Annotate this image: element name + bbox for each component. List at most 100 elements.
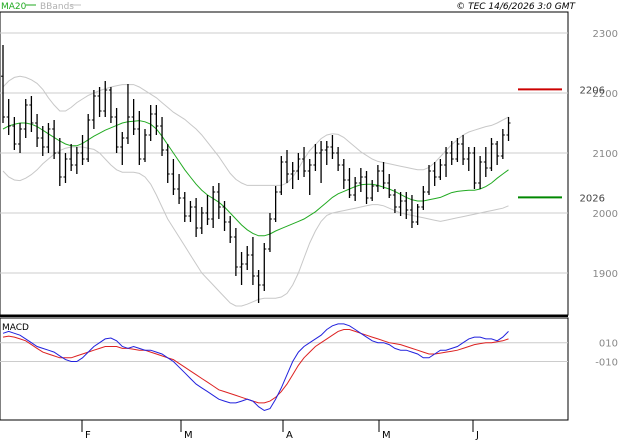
ohlc-bar	[250, 237, 255, 285]
ohlc-bar	[233, 228, 238, 276]
ohlc-bar	[375, 165, 380, 192]
x-tick-label: F	[85, 430, 91, 440]
ohlc-bar	[461, 135, 466, 165]
ohlc-bar	[370, 180, 375, 201]
support-level-label: 2026	[580, 193, 605, 204]
price-gridlines	[0, 32, 568, 274]
ohlc-bar	[319, 141, 324, 183]
ohlc-bar	[392, 189, 397, 213]
ohlc-bar	[205, 195, 210, 225]
ohlc-bar	[438, 159, 443, 180]
ohlc-bar	[177, 174, 182, 204]
ohlc-bar	[199, 207, 204, 234]
ohlc-bar	[108, 87, 113, 123]
ohlc-bar	[262, 243, 267, 291]
ohlc-bar	[211, 186, 216, 228]
legend: MA20 BBands	[1, 2, 81, 12]
ohlc-bar	[489, 138, 494, 171]
copyright-text: © TEC 14/6/2026 3:0 GMT	[456, 2, 576, 12]
ohlc-bar	[137, 111, 142, 165]
ohlc-bar	[216, 183, 221, 219]
ohlc-bar	[347, 168, 352, 198]
ohlc-bar	[171, 159, 176, 195]
price-y-tick-label: 2300	[593, 29, 618, 40]
ohlc-bar	[495, 141, 500, 165]
bollinger-bands	[2, 75, 509, 307]
price-panel-frame	[0, 11, 569, 316]
price-y-tick-label: 2200	[593, 89, 618, 100]
ohlc-bar	[57, 138, 62, 186]
ohlc-bar	[46, 123, 51, 153]
ohlc-bar	[302, 147, 307, 177]
ohlc-bar	[455, 138, 460, 162]
ohlc-bar	[285, 150, 289, 183]
ohlc-bar	[353, 177, 358, 201]
macd-gridlines	[0, 342, 568, 363]
resistance-level-label: 2206	[580, 85, 605, 96]
ohlc-bar	[188, 201, 193, 222]
ohlc-bar	[398, 192, 403, 216]
ohlc-bar	[86, 114, 91, 162]
ohlc-bar	[324, 141, 329, 165]
ohlc-bars	[1, 45, 511, 303]
ohlc-bar	[415, 204, 420, 225]
ohlc-bar	[409, 195, 414, 228]
ohlc-bar	[267, 213, 272, 252]
ohlc-bar	[97, 87, 102, 117]
ohlc-bar	[500, 129, 505, 159]
ohlc-bar	[466, 147, 471, 171]
ohlc-bar	[296, 153, 301, 180]
ohlc-bar	[358, 168, 363, 192]
ohlc-bar	[154, 105, 159, 135]
ohlc-bar	[74, 147, 79, 174]
ohlc-bar	[35, 114, 40, 147]
x-tick-label: A	[286, 430, 293, 440]
bb-lower-line	[2, 146, 509, 307]
ohlc-bar	[245, 246, 250, 270]
ohlc-bar	[444, 147, 449, 177]
ohlc-bar	[432, 162, 437, 186]
x-tick-label: M	[184, 430, 193, 440]
ohlc-bar	[256, 270, 261, 303]
ohlc-bar	[222, 201, 227, 231]
ohlc-bar	[6, 99, 11, 135]
macd-y-tick-label: -010	[595, 358, 618, 369]
ma20-line	[2, 120, 509, 237]
ohlc-bar	[23, 99, 28, 138]
ohlc-bar	[18, 123, 23, 153]
bb-upper-line	[2, 75, 509, 186]
legend-bbands: BBands	[40, 2, 74, 12]
ohlc-bar	[478, 156, 483, 189]
macd-panel-frame	[0, 317, 569, 421]
ohlc-bar	[143, 129, 147, 162]
ohlc-bar	[341, 159, 346, 189]
legend-ma20: MA20	[1, 2, 27, 12]
price-y-tick-label: 2100	[593, 149, 618, 160]
ohlc-bar	[239, 252, 244, 285]
ohlc-bar	[120, 132, 125, 165]
ohlc-bar	[307, 159, 312, 195]
ohlc-bar	[148, 105, 153, 141]
ohlc-bar	[421, 186, 426, 210]
ohlc-bar	[279, 156, 284, 195]
ohlc-bar	[131, 99, 136, 135]
macd-signal-line	[2, 329, 509, 404]
macd-y-tick-labels: 010 -010	[595, 339, 618, 369]
x-tick-label: M	[382, 430, 391, 440]
ohlc-bar	[449, 141, 454, 165]
x-tick-label: J	[475, 430, 479, 440]
ohlc-bar	[29, 96, 34, 132]
ohlc-bar	[160, 117, 165, 156]
ohlc-bar	[290, 162, 295, 189]
ohlc-bar	[364, 171, 369, 204]
ohlc-bar	[506, 117, 511, 141]
ohlc-bar	[80, 135, 85, 165]
price-y-tick-labels: 1900 2000 2100 2200 2300	[593, 29, 618, 280]
ohlc-bar	[313, 144, 318, 171]
ohlc-bar	[12, 117, 17, 150]
ohlc-bar	[114, 108, 119, 153]
ohlc-bar	[182, 192, 187, 222]
ohlc-bar	[427, 165, 431, 195]
